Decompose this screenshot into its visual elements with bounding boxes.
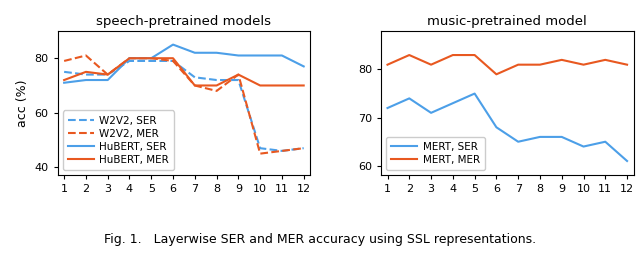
W2V2, SER [278,149,285,152]
W2V2, MER [300,147,308,150]
W2V2, MER [60,59,68,62]
HuBERT, MER [104,73,111,76]
Line: MERT, SER: MERT, SER [387,94,627,161]
Y-axis label: acc (%): acc (%) [16,79,29,127]
W2V2, MER [256,152,264,155]
HuBERT, MER [256,84,264,87]
HuBERT, MER [300,84,308,87]
W2V2, MER [278,149,285,152]
MERT, SER [536,135,544,139]
W2V2, SER [191,76,198,79]
W2V2, SER [169,59,177,62]
W2V2, MER [234,73,242,76]
MERT, MER [383,63,391,66]
HuBERT, MER [60,78,68,82]
HuBERT, MER [125,57,133,60]
W2V2, SER [60,70,68,73]
HuBERT, MER [212,84,220,87]
HuBERT, MER [82,70,90,73]
W2V2, SER [125,59,133,62]
W2V2, MER [169,59,177,62]
Line: HuBERT, MER: HuBERT, MER [64,58,304,85]
Line: MERT, MER: MERT, MER [387,55,627,74]
HuBERT, MER [147,57,155,60]
MERT, SER [558,135,566,139]
Legend: W2V2, SER, W2V2, MER, HuBERT, SER, HuBERT, MER: W2V2, SER, W2V2, MER, HuBERT, SER, HuBER… [63,110,174,170]
HuBERT, SER [104,78,111,82]
MERT, MER [602,58,609,61]
W2V2, SER [212,78,220,82]
W2V2, MER [212,89,220,92]
W2V2, MER [147,57,155,60]
Line: W2V2, MER: W2V2, MER [64,55,304,154]
W2V2, MER [125,57,133,60]
MERT, MER [471,53,479,57]
MERT, SER [515,140,522,143]
MERT, SER [406,97,413,100]
HuBERT, MER [169,57,177,60]
HuBERT, SER [234,54,242,57]
HuBERT, SER [60,81,68,84]
MERT, MER [449,53,457,57]
Title: speech-pretrained models: speech-pretrained models [97,15,271,28]
HuBERT, MER [278,84,285,87]
W2V2, SER [300,147,308,150]
HuBERT, SER [300,65,308,68]
HuBERT, SER [82,78,90,82]
HuBERT, SER [278,54,285,57]
MERT, SER [383,107,391,110]
MERT, MER [623,63,631,66]
MERT, SER [428,111,435,114]
HuBERT, SER [191,51,198,54]
Legend: MERT, SER, MERT, MER: MERT, SER, MERT, MER [386,137,485,170]
Text: Fig. 1.   Layerwise SER and MER accuracy using SSL representations.: Fig. 1. Layerwise SER and MER accuracy u… [104,232,536,246]
Line: W2V2, SER: W2V2, SER [64,61,304,151]
MERT, MER [558,58,566,61]
MERT, MER [580,63,588,66]
W2V2, SER [234,78,242,82]
W2V2, SER [82,73,90,76]
MERT, MER [428,63,435,66]
MERT, SER [471,92,479,95]
HuBERT, SER [169,43,177,46]
W2V2, MER [82,54,90,57]
Title: music-pretrained model: music-pretrained model [428,15,587,28]
W2V2, MER [104,73,111,76]
MERT, SER [493,126,500,129]
MERT, SER [449,102,457,105]
HuBERT, MER [191,84,198,87]
HuBERT, SER [125,57,133,60]
MERT, SER [602,140,609,143]
HuBERT, SER [212,51,220,54]
HuBERT, SER [147,57,155,60]
HuBERT, MER [234,73,242,76]
MERT, SER [580,145,588,148]
W2V2, SER [256,147,264,150]
Line: HuBERT, SER: HuBERT, SER [64,45,304,83]
MERT, SER [623,159,631,163]
W2V2, SER [147,59,155,62]
MERT, MER [493,73,500,76]
W2V2, MER [191,84,198,87]
W2V2, SER [104,73,111,76]
HuBERT, SER [256,54,264,57]
MERT, MER [536,63,544,66]
MERT, MER [515,63,522,66]
MERT, MER [406,53,413,57]
